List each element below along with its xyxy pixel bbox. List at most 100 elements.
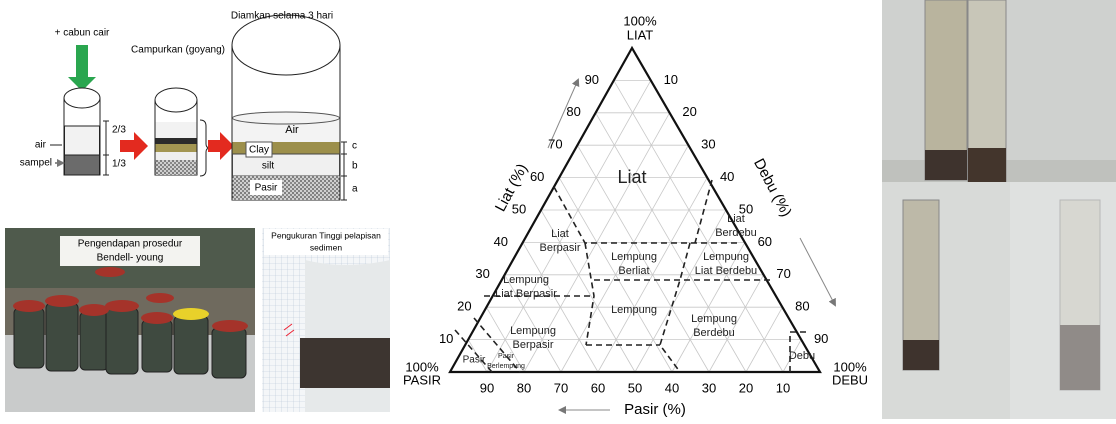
caption: Pengukuran Tinggi pelapisan — [271, 230, 381, 240]
region-label: Berpasir — [513, 339, 554, 351]
tick-label: 60 — [591, 380, 605, 395]
step-label: + cabun cair — [55, 28, 110, 39]
tick-label: 80 — [795, 299, 809, 314]
sediment — [903, 340, 939, 370]
region-label: Lempung — [691, 313, 737, 325]
region-label: Liat — [727, 213, 745, 225]
tick-label: 30 — [475, 266, 489, 281]
tick-label: 90 — [585, 72, 599, 87]
region-label: Lempung — [503, 274, 549, 286]
tick-label: 50 — [512, 201, 526, 216]
vertex-label: 100% — [623, 13, 657, 28]
step-label: Diamkan selama 3 hari — [231, 11, 333, 22]
sediment — [300, 338, 390, 388]
procedure-diagram: + cabun cair Campurkan (goyang) Diamkan … — [20, 11, 358, 200]
region-label: Berlempung — [487, 363, 525, 370]
surface — [233, 112, 340, 124]
scale — [103, 121, 109, 175]
tick-label: 30 — [701, 137, 715, 152]
texture-triangle: Liat (%) Debu (%) Pasir (%) 908070605040… — [403, 13, 868, 418]
tick-label: 10 — [664, 72, 678, 87]
tick-label: 20 — [739, 380, 753, 395]
water-layer — [156, 122, 197, 138]
tick-label: 40 — [720, 169, 734, 184]
photo-jars: Pengendapan prosedur Bendell- young — [5, 228, 255, 412]
region-label: Lempung — [611, 251, 657, 263]
region-label: Berdebu — [715, 227, 757, 239]
tick-label: 90 — [814, 331, 828, 346]
photo-cylinders — [882, 0, 1116, 419]
band — [156, 160, 197, 175]
caption: Pengendapan prosedur — [78, 239, 183, 250]
band — [156, 138, 197, 144]
layer-label: Air — [285, 124, 299, 136]
band — [156, 152, 197, 160]
cylinder-top — [232, 15, 340, 75]
layer-mark: c — [352, 141, 357, 152]
vertex-label: PASIR — [403, 372, 441, 387]
tick-label: 20 — [457, 299, 471, 314]
region-label: Berdebu — [693, 327, 735, 339]
tick-label: 70 — [548, 137, 562, 152]
figure: + cabun cair Campurkan (goyang) Diamkan … — [0, 0, 1116, 419]
grid-line — [635, 210, 726, 372]
cylinder-top — [64, 88, 100, 108]
tick-label: 10 — [776, 380, 790, 395]
photo-sediment: Pengukuran Tinggi pelapisan sedimen — [262, 228, 390, 412]
region-label: Lempung — [611, 304, 657, 316]
fraction: 1/3 — [112, 159, 126, 170]
tick-label: 50 — [628, 380, 642, 395]
step-label: Campurkan (goyang) — [131, 45, 225, 56]
tick-label: 40 — [494, 234, 508, 249]
caption: Bendell- young — [97, 253, 164, 264]
region-label: Berliat — [618, 265, 649, 277]
tick-label: 70 — [776, 266, 790, 281]
tick-label: 90 — [480, 380, 494, 395]
region-label: Liat — [551, 228, 569, 240]
label: air — [35, 140, 47, 151]
region-label: Liat — [617, 167, 646, 187]
water-layer — [65, 126, 100, 155]
layer-label: Pasir — [255, 183, 278, 194]
tick-label: 80 — [566, 104, 580, 119]
band — [156, 144, 197, 152]
region-label: Liat Berpasir — [495, 288, 557, 300]
region-label: Lempung — [703, 251, 749, 263]
region-label: Lempung — [510, 325, 556, 337]
vertex-label: LIAT — [627, 27, 654, 42]
region-label: Pasir — [463, 355, 486, 366]
sample-layer — [65, 155, 100, 175]
cylinder-top — [155, 88, 197, 112]
region-label: Liat Berdebu — [695, 265, 757, 277]
tick-label: 60 — [530, 169, 544, 184]
layer-mark: b — [352, 161, 358, 172]
cylinder — [305, 260, 390, 412]
layer-label: silt — [262, 161, 274, 172]
region-label: Pasir — [498, 353, 515, 360]
tick-label: 70 — [554, 380, 568, 395]
axis-title: Debu (%) — [750, 156, 795, 220]
region-label: Debu — [789, 350, 815, 362]
fraction: 2/3 — [112, 125, 126, 136]
arrow — [120, 132, 148, 160]
tick-label: 40 — [665, 380, 679, 395]
sand-layer — [233, 176, 340, 200]
tick-label: 80 — [517, 380, 531, 395]
axis-arrow — [800, 238, 835, 305]
region-label: Berpasir — [540, 242, 581, 254]
arrow — [208, 132, 234, 160]
tick-label: 20 — [682, 104, 696, 119]
panel — [1010, 182, 1116, 419]
axis-title: Pasir (%) — [624, 401, 686, 418]
vertex-label: DEBU — [832, 372, 868, 387]
layer-mark: a — [352, 184, 358, 195]
layer-label: Clay — [249, 145, 269, 156]
tick-label: 30 — [702, 380, 716, 395]
caption: sedimen — [310, 242, 342, 252]
sediment — [968, 148, 1006, 185]
tick-label: 10 — [439, 331, 453, 346]
sediment — [925, 150, 967, 180]
tick-label: 60 — [758, 234, 772, 249]
label: sampel — [20, 158, 52, 169]
arrow — [68, 45, 96, 91]
